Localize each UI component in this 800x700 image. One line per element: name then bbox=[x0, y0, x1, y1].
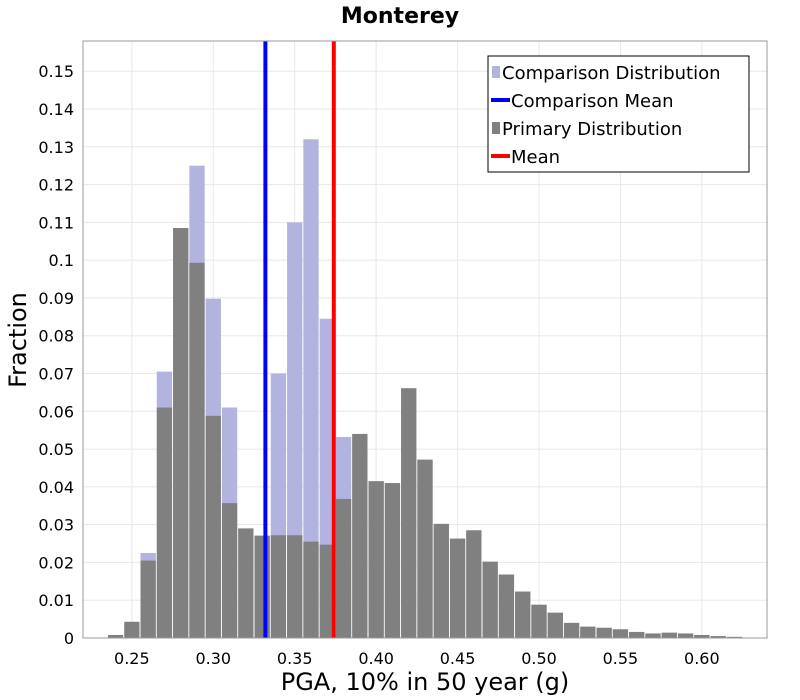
primary-bar bbox=[482, 561, 498, 638]
primary-bar bbox=[596, 627, 612, 638]
primary-bar bbox=[433, 523, 449, 638]
x-tick-label: 0.30 bbox=[195, 649, 231, 668]
plot-border bbox=[82, 40, 768, 639]
legend-label: Mean bbox=[511, 147, 560, 168]
legend: Comparison Distribution Comparison Mean Pr… bbox=[487, 55, 750, 173]
primary-bar bbox=[335, 498, 352, 638]
y-tick-label: 0.13 bbox=[38, 138, 74, 157]
primary-bar bbox=[417, 459, 433, 638]
primary-bar bbox=[205, 415, 221, 638]
primary-bar bbox=[173, 228, 189, 639]
y-tick-label: 0.1 bbox=[49, 251, 74, 270]
primary-bar bbox=[140, 560, 156, 638]
y-tick-label: 0.15 bbox=[38, 62, 74, 81]
y-axis-label: Fraction bbox=[4, 292, 32, 388]
primary-bar bbox=[612, 629, 629, 638]
primary-bar bbox=[287, 535, 303, 638]
x-tick-label: 0.60 bbox=[684, 649, 720, 668]
primary-bar bbox=[221, 503, 238, 638]
primary-bar bbox=[124, 621, 140, 638]
x-axis-label: PGA, 10% in 50 year (g) bbox=[281, 668, 570, 696]
primary-bar bbox=[531, 604, 547, 638]
primary-bar bbox=[726, 636, 743, 638]
comparison-bar bbox=[303, 139, 319, 638]
comparison-bar bbox=[287, 222, 303, 638]
y-tick-label: 0 bbox=[64, 629, 74, 648]
x-tick-label: 0.25 bbox=[114, 649, 150, 668]
tick-labels: 0 0.01 0.02 0.03 0.04 0.05 0.06 0.07 0.08 0.09 0.1… bbox=[38, 62, 719, 668]
primary-bar bbox=[254, 535, 270, 638]
primary-bar bbox=[645, 633, 661, 638]
primary-bars bbox=[91, 228, 759, 639]
primary-bar bbox=[107, 634, 124, 638]
y-tick-label: 0.04 bbox=[38, 478, 74, 497]
primary-bar bbox=[303, 541, 319, 638]
primary-bar bbox=[238, 528, 254, 638]
primary-bar bbox=[563, 622, 580, 638]
primary-bar bbox=[515, 591, 531, 638]
legend-swatch bbox=[492, 66, 500, 78]
primary-bar bbox=[498, 574, 515, 638]
x-tick-label: 0.45 bbox=[440, 649, 476, 668]
primary-bar bbox=[580, 626, 596, 638]
primary-bar bbox=[547, 612, 563, 638]
primary-bar bbox=[449, 538, 466, 638]
primary-bar bbox=[401, 388, 417, 638]
primary-bar bbox=[629, 631, 645, 638]
primary-bar bbox=[677, 633, 694, 638]
y-tick-label: 0.09 bbox=[38, 289, 74, 308]
y-tick-label: 0.14 bbox=[38, 100, 74, 119]
primary-bar bbox=[156, 407, 173, 638]
primary-bar bbox=[384, 483, 401, 638]
y-tick-label: 0.08 bbox=[38, 327, 74, 346]
legend-swatch bbox=[492, 122, 500, 134]
primary-bar bbox=[189, 262, 205, 638]
primary-bar bbox=[319, 544, 335, 638]
y-tick-label: 0.02 bbox=[38, 553, 74, 572]
y-tick-label: 0.12 bbox=[38, 176, 74, 195]
x-tick-label: 0.35 bbox=[277, 649, 313, 668]
y-tick-label: 0.05 bbox=[38, 440, 74, 459]
legend-label: Primary Distribution bbox=[502, 119, 682, 140]
legend-box bbox=[487, 55, 750, 173]
x-tick-label: 0.50 bbox=[521, 649, 557, 668]
primary-bar bbox=[661, 632, 677, 638]
legend-label: Comparison Mean bbox=[511, 91, 674, 112]
primary-bar bbox=[694, 634, 710, 638]
primary-bar bbox=[368, 481, 384, 638]
x-tick-label: 0.55 bbox=[603, 649, 639, 668]
y-tick-label: 0.03 bbox=[38, 516, 74, 535]
x-tick-label: 0.40 bbox=[358, 649, 394, 668]
primary-bar bbox=[352, 433, 368, 638]
primary-bar bbox=[466, 530, 482, 638]
chart-title: Monterey bbox=[341, 4, 459, 29]
y-tick-label: 0.07 bbox=[38, 365, 74, 384]
y-tick-label: 0.11 bbox=[38, 213, 74, 232]
y-tick-label: 0.06 bbox=[38, 402, 74, 421]
primary-bar bbox=[710, 636, 726, 638]
primary-bar bbox=[270, 535, 287, 638]
y-tick-label: 0.01 bbox=[38, 591, 74, 610]
legend-label: Comparison Distribution bbox=[502, 63, 721, 84]
